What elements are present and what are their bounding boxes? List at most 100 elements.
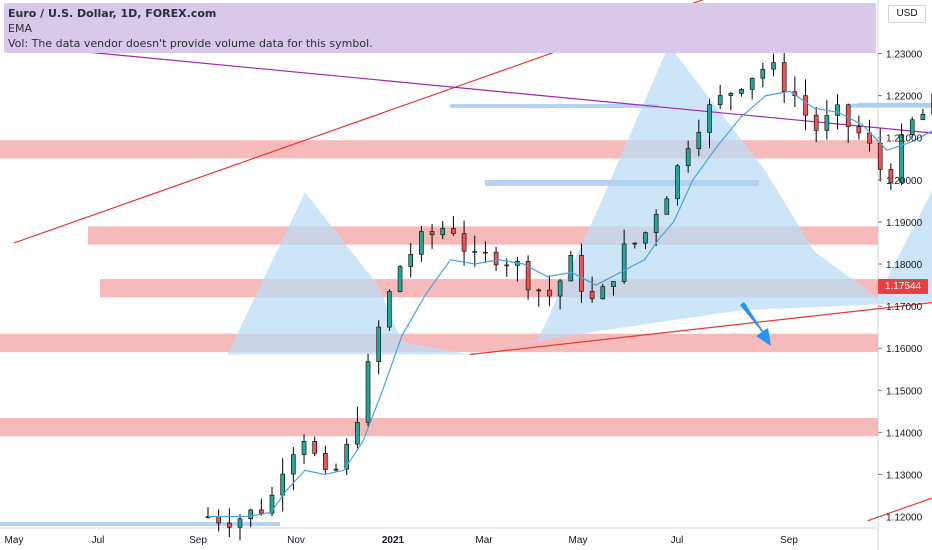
candle-body [269, 494, 275, 514]
candle-body [472, 250, 478, 253]
candle-body [344, 443, 350, 470]
candle-body [227, 522, 232, 528]
candle-body [248, 509, 253, 520]
candle-body [696, 132, 702, 149]
candle-body [323, 453, 328, 470]
candle-body [888, 169, 894, 183]
candle-body [291, 454, 296, 475]
volume-note: Vol: The data vendor doesn't provide vol… [8, 37, 373, 50]
candle-body [419, 231, 424, 255]
y-tick-label: 1.17000 [886, 302, 923, 313]
candle-body [877, 142, 883, 170]
y-tick-label: 1.20000 [886, 176, 923, 187]
candle-body [451, 228, 456, 234]
candle-body [461, 233, 467, 252]
candle-body [237, 518, 243, 528]
candle-body [824, 115, 830, 131]
x-tick-label: Jul [92, 535, 105, 546]
symbol-title: Euro / U.S. Dollar, 1D, FOREX.com [8, 7, 217, 20]
x-tick-label: May [569, 535, 588, 546]
candle-body [557, 280, 563, 297]
candle-body [589, 290, 595, 300]
candle-body [397, 266, 403, 292]
sr-zone [0, 333, 878, 353]
x-tick-label: Sep [189, 535, 207, 546]
y-tick-label: 1.23000 [886, 50, 923, 61]
candle-body [301, 440, 307, 455]
candle-body [408, 254, 414, 267]
y-tick-label: 1.22000 [886, 92, 923, 103]
candle-body [429, 231, 435, 236]
candle-body [600, 286, 606, 300]
ema-line [208, 90, 932, 518]
candle-body [216, 516, 221, 524]
candle-body [312, 440, 318, 454]
candle-body [632, 242, 638, 245]
candle-body [621, 243, 627, 282]
x-tick-label: 2021 [382, 535, 405, 546]
pattern-shape [227, 192, 470, 355]
currency-label[interactable]: USD [888, 5, 926, 23]
candle-body [547, 289, 552, 297]
y-tick-label: 1.15000 [886, 386, 923, 397]
candle-body [493, 251, 499, 266]
y-tick-label: 1.16000 [886, 344, 923, 355]
level-marker [857, 102, 932, 107]
x-tick-label: Jul [671, 535, 684, 546]
candle-body [355, 422, 360, 445]
candle-body [728, 93, 734, 96]
candle-body [920, 113, 926, 121]
candle-body [440, 228, 446, 236]
candle-body [803, 95, 808, 116]
y-tick-label: 1.12000 [886, 513, 923, 524]
candle-body [568, 255, 574, 282]
last-price-tag: 1.17544 [878, 279, 928, 294]
sr-zone [0, 417, 878, 437]
candle-body [781, 62, 787, 93]
candle-body [365, 361, 371, 423]
x-tick-label: Sep [780, 535, 798, 546]
candle-body [685, 148, 691, 167]
candle-body [813, 114, 819, 131]
candle-body [664, 198, 670, 215]
y-tick-label: 1.14000 [886, 428, 923, 439]
level-marker [450, 104, 658, 108]
candle-body [909, 119, 915, 135]
candle-body [653, 214, 659, 233]
candle-body [760, 68, 766, 79]
candle-body [525, 261, 531, 291]
trendline-rising_support [469, 302, 932, 356]
candle-body [771, 62, 776, 70]
x-tick-label: Nov [287, 535, 305, 546]
forecast-arrow [740, 302, 771, 346]
candle-body [333, 468, 339, 471]
candle-body [504, 264, 510, 267]
candle-body [387, 291, 392, 328]
candle-body [707, 104, 712, 133]
candle-body [536, 289, 542, 292]
level-marker [485, 180, 759, 186]
y-tick-label: 1.21000 [886, 134, 923, 145]
candle-body [749, 77, 755, 90]
candle-body [483, 251, 488, 254]
candle-body [739, 89, 744, 94]
candle-body [259, 509, 264, 514]
candle-body [376, 326, 382, 362]
y-tick-label: 1.18000 [886, 260, 923, 271]
pattern-shape [469, 45, 932, 353]
y-tick-label: 1.13000 [886, 470, 923, 481]
candle-body [579, 255, 584, 292]
candle-body [717, 95, 723, 106]
candle-body [845, 104, 851, 127]
candle-body [856, 126, 862, 134]
candle-body [899, 134, 904, 183]
chart-legend: Euro / U.S. Dollar, 1D, FOREX.com EMA Vo… [4, 3, 876, 53]
candle-body [280, 473, 285, 496]
x-tick-label: May [5, 535, 24, 546]
candle-body [611, 281, 616, 287]
trendline-descending_trendline [13, 44, 932, 134]
y-tick-label: 1.19000 [886, 218, 923, 229]
candle-body [867, 132, 872, 144]
level-marker [0, 522, 280, 526]
